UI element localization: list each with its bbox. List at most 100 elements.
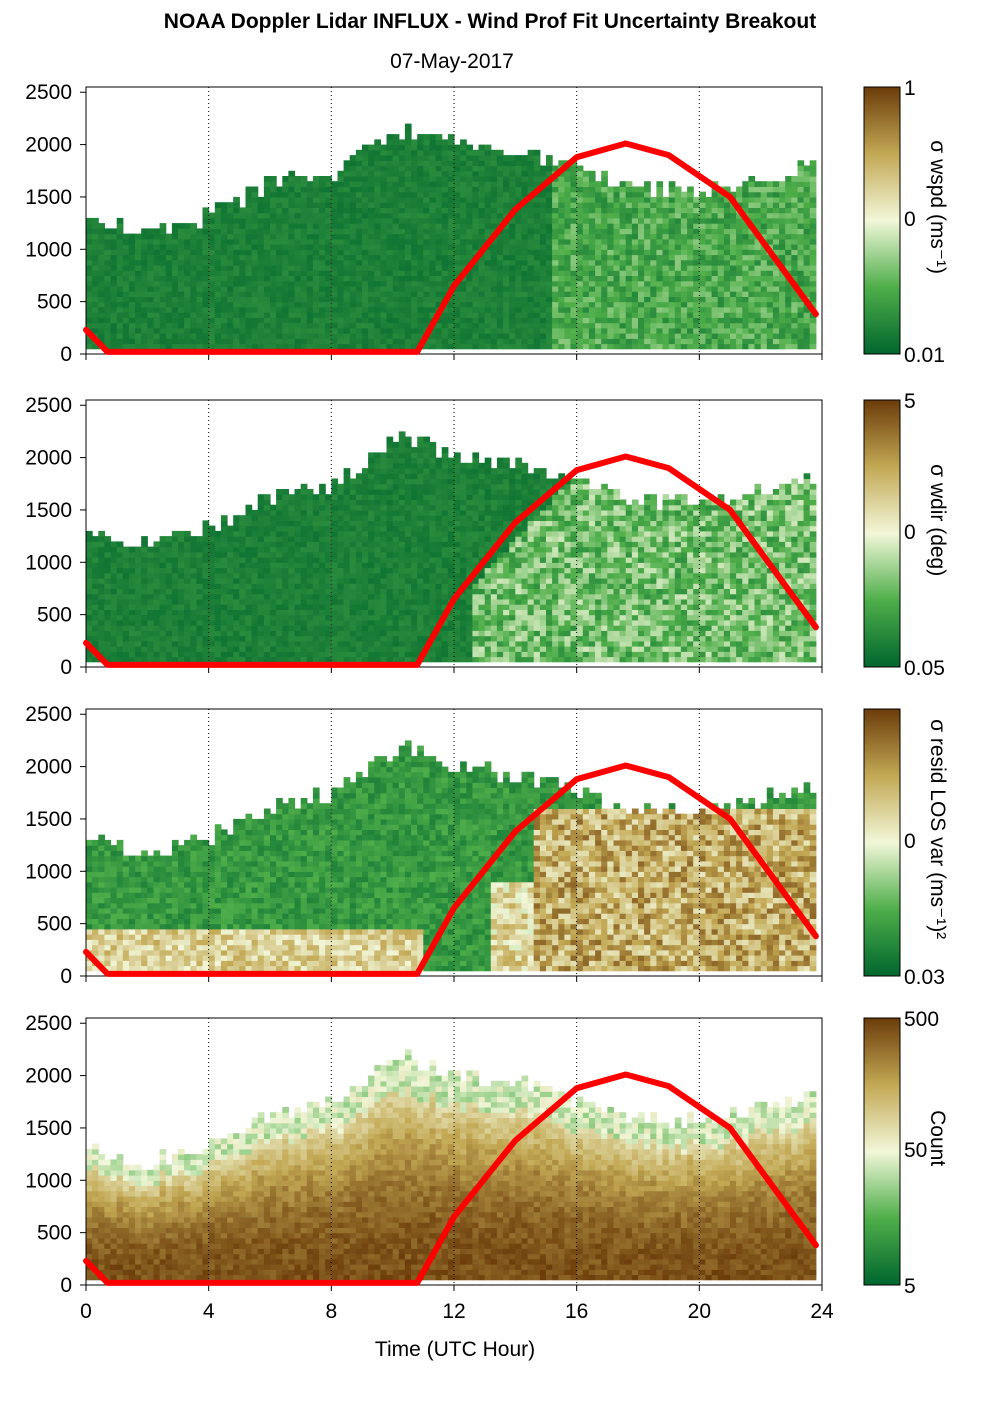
heatmap-cell: [490, 322, 498, 329]
heatmap-cell: [184, 275, 191, 282]
heatmap-cell: [582, 296, 590, 303]
heatmap-cell: [552, 186, 559, 193]
heatmap-cell: [233, 541, 240, 548]
heatmap-cell: [380, 228, 388, 235]
heatmap-cell: [404, 176, 412, 182]
heatmap-cell: [668, 270, 676, 276]
heatmap-cell: [650, 296, 657, 303]
heatmap-cell: [674, 265, 682, 271]
heatmap-cell: [656, 249, 664, 256]
heatmap-cell: [650, 265, 657, 271]
heatmap-cell: [417, 301, 424, 308]
heatmap-cell: [282, 244, 289, 250]
heatmap-cell: [441, 306, 449, 313]
heatmap-cell: [214, 619, 222, 626]
heatmap-cell: [312, 181, 320, 187]
y-tick-label: 500: [37, 291, 72, 314]
heatmap-cell: [220, 291, 228, 297]
heatmap-cell: [257, 259, 265, 266]
heatmap-cell: [754, 259, 762, 266]
heatmap-cell: [270, 233, 277, 240]
heatmap-cell: [355, 317, 363, 324]
heatmap-cell: [178, 593, 185, 600]
heatmap-cell: [349, 207, 357, 214]
heatmap-cell: [355, 149, 363, 156]
heatmap-cell: [380, 212, 388, 219]
heatmap-cell: [104, 259, 112, 266]
heatmap-cell: [122, 244, 130, 250]
heatmap-cell: [239, 520, 246, 527]
heatmap-cell: [404, 343, 412, 350]
heatmap-cell: [263, 593, 271, 600]
heatmap-cell: [754, 202, 762, 208]
heatmap-cell: [533, 280, 541, 287]
heatmap-cell: [693, 196, 700, 203]
heatmap-cell: [110, 646, 118, 652]
heatmap-cell: [638, 327, 645, 334]
heatmap-cell: [227, 223, 234, 229]
heatmap-cell: [165, 327, 173, 334]
heatmap-cell: [515, 265, 522, 271]
heatmap-cell: [374, 259, 381, 266]
colorbar-tick-label: 0: [904, 208, 916, 231]
heatmap-cell: [539, 296, 547, 303]
heatmap-cell: [300, 520, 308, 527]
heatmap-cell: [257, 212, 265, 219]
heatmap-cell: [374, 181, 381, 187]
heatmap-cell: [312, 265, 320, 271]
heatmap-cell: [171, 604, 179, 610]
heatmap-cell: [711, 338, 719, 345]
heatmap-cell: [202, 254, 210, 261]
heatmap-cell: [411, 238, 418, 245]
heatmap-cell: [417, 306, 424, 313]
heatmap-cell: [392, 306, 400, 313]
heatmap-cell: [196, 333, 204, 339]
heatmap-cell: [184, 583, 191, 589]
heatmap-cell: [496, 254, 504, 261]
heatmap-cell: [220, 515, 228, 521]
heatmap-cell: [98, 238, 105, 245]
heatmap-cell: [699, 312, 706, 318]
heatmap-cell: [227, 583, 234, 589]
heatmap-cell: [638, 338, 645, 345]
heatmap-cell: [447, 170, 455, 177]
heatmap-cell: [122, 259, 130, 266]
heatmap-cell: [730, 333, 737, 339]
heatmap-cell: [190, 619, 197, 626]
heatmap-cell: [325, 604, 332, 610]
heatmap-cell: [196, 343, 204, 350]
heatmap-cell: [122, 338, 130, 345]
heatmap-cell: [601, 301, 608, 308]
heatmap-cell: [276, 333, 283, 339]
heatmap-cell: [766, 270, 774, 276]
heatmap-cell: [178, 343, 185, 350]
heatmap-cell: [349, 270, 357, 276]
heatmap-cell: [135, 270, 142, 276]
heatmap-cell: [319, 546, 326, 553]
heatmap-cell: [294, 306, 302, 313]
heatmap-cell: [527, 176, 535, 182]
heatmap-cell: [779, 306, 786, 313]
heatmap-cell: [521, 228, 529, 235]
heatmap-cell: [478, 228, 486, 235]
heatmap-cell: [730, 238, 737, 245]
heatmap-cell: [754, 280, 762, 287]
heatmap-cell: [668, 244, 676, 250]
heatmap-cell: [245, 588, 253, 595]
heatmap-cell: [809, 270, 817, 276]
heatmap-cell: [257, 196, 265, 203]
heatmap-cell: [337, 202, 345, 208]
heatmap-cell: [251, 322, 259, 329]
heatmap-cell: [214, 598, 222, 605]
heatmap-cell: [300, 259, 308, 266]
heatmap-cell: [251, 265, 259, 271]
heatmap-cell: [282, 317, 289, 324]
heatmap-cell: [233, 588, 240, 595]
heatmap-cell: [220, 635, 228, 642]
heatmap-cell: [423, 228, 430, 235]
heatmap-cell: [110, 588, 118, 595]
heatmap-cell: [656, 270, 664, 276]
heatmap-cell: [190, 630, 197, 637]
heatmap-cell: [368, 306, 375, 313]
